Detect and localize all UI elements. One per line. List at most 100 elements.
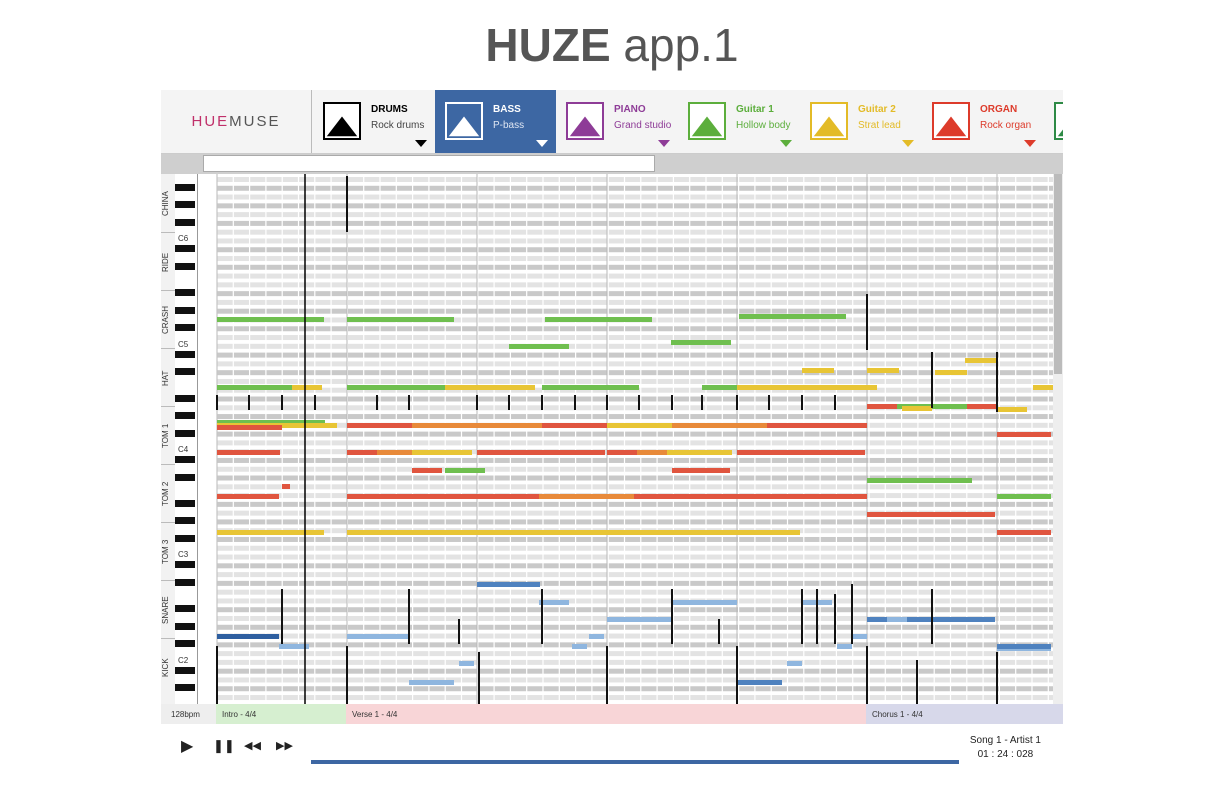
track-name: PIANO [614, 104, 646, 115]
track-menu-arrow-icon[interactable] [1024, 140, 1036, 147]
track-menu-arrow-icon[interactable] [780, 140, 792, 147]
note [607, 423, 672, 428]
note [542, 423, 637, 428]
track-organ[interactable]: ORGAN Rock organ [922, 90, 1044, 153]
note [767, 423, 867, 428]
black-key[interactable] [175, 561, 195, 569]
black-key[interactable] [175, 429, 195, 437]
track-partial[interactable] [1044, 90, 1063, 153]
note [545, 317, 652, 322]
fast-forward-icon[interactable]: ▶▶ [276, 740, 293, 752]
playback-progress-bar[interactable] [311, 760, 959, 764]
note-grid[interactable] [197, 174, 1053, 704]
grid-row [217, 589, 1053, 595]
black-key[interactable] [175, 534, 195, 542]
grid-row [217, 457, 1053, 463]
note [997, 530, 1051, 535]
black-key[interactable] [175, 183, 195, 191]
lane-label: TOM 1 [161, 423, 170, 449]
note [997, 494, 1051, 499]
note [445, 468, 485, 473]
octave-label: C5 [178, 339, 189, 349]
grid-row [217, 291, 1053, 297]
track-list: DRUMS Rock drums BASS P-bass PIANO Grand stud… [313, 90, 1063, 153]
black-key[interactable] [175, 684, 195, 692]
black-key[interactable] [175, 517, 195, 525]
black-key[interactable] [175, 473, 195, 481]
grid-row [217, 501, 1053, 507]
black-key[interactable] [175, 245, 195, 253]
black-key[interactable] [175, 368, 195, 376]
track-instrument: Grand studio [614, 120, 672, 131]
black-key[interactable] [175, 262, 195, 270]
black-key[interactable] [175, 350, 195, 358]
transport-controls: ▶ ❚❚ ◀◀ ▶▶ Song 1 - Artist 1 01 : 24 : 0… [161, 724, 1063, 764]
black-key[interactable] [175, 640, 195, 648]
vertical-scrollbar[interactable] [1053, 174, 1063, 704]
note [671, 340, 731, 345]
black-key[interactable] [175, 324, 195, 332]
grid-row [217, 519, 1053, 525]
black-key[interactable] [175, 394, 195, 402]
note [377, 450, 417, 455]
black-key[interactable] [175, 622, 195, 630]
grid-row [217, 633, 1053, 639]
lane-divider [161, 464, 175, 465]
track-bass[interactable]: BASS P-bass [435, 90, 556, 153]
track-menu-arrow-icon[interactable] [902, 140, 914, 147]
section-label: Verse 1 - 4/4 [352, 710, 398, 719]
track-thumbnail-icon [1054, 102, 1063, 140]
note [509, 344, 569, 349]
note [217, 494, 279, 499]
pause-icon[interactable]: ❚❚ [213, 738, 235, 753]
lane-label: HAT [161, 370, 170, 386]
note [1033, 385, 1053, 390]
note [672, 468, 730, 473]
grid-row [217, 264, 1053, 270]
grid-row [217, 343, 1053, 349]
note [217, 420, 325, 425]
black-key[interactable] [175, 218, 195, 226]
vertical-scroll-thumb[interactable] [1054, 174, 1062, 374]
grid-row [217, 387, 1053, 393]
note [409, 680, 454, 685]
horizontal-scroll-thumb[interactable] [203, 155, 655, 172]
track-menu-arrow-icon[interactable] [415, 140, 427, 147]
track-guitar-2[interactable]: Guitar 2 Strat lead [800, 90, 922, 153]
track-guitar-1[interactable]: Guitar 1 Hollow body [678, 90, 800, 153]
black-key[interactable] [175, 412, 195, 420]
play-icon[interactable]: ▶ [181, 738, 194, 755]
black-key[interactable] [175, 201, 195, 209]
grid-row [217, 370, 1053, 376]
horizontal-scrollbar[interactable] [161, 154, 1063, 174]
track-drums[interactable]: DRUMS Rock drums [313, 90, 435, 153]
grid-row [217, 466, 1053, 472]
track-menu-arrow-icon[interactable] [658, 140, 670, 147]
section-block[interactable]: Intro - 4/4 [216, 704, 346, 724]
grid-row [217, 220, 1053, 226]
track-menu-arrow-icon[interactable] [536, 140, 548, 147]
black-key[interactable] [175, 455, 195, 463]
track-piano[interactable]: PIANO Grand studio [556, 90, 678, 153]
black-key[interactable] [175, 578, 195, 586]
note [347, 494, 539, 499]
grid-row [217, 695, 1053, 701]
octave-label: C4 [178, 445, 189, 455]
section-block[interactable]: Chorus 1 - 4/4 [866, 704, 1063, 724]
black-key[interactable] [175, 605, 195, 613]
black-key[interactable] [175, 666, 195, 674]
grid-row [217, 554, 1053, 560]
note [997, 407, 1027, 412]
rewind-icon[interactable]: ◀◀ [244, 740, 261, 752]
grid-row [217, 308, 1053, 314]
black-key[interactable] [175, 289, 195, 297]
note [217, 634, 279, 639]
section-block[interactable]: Verse 1 - 4/4 [346, 704, 866, 724]
note [347, 317, 454, 322]
black-key[interactable] [175, 306, 195, 314]
piano-keyboard[interactable]: C6 C5 C4 C3 C2 [175, 174, 198, 704]
black-key[interactable] [175, 499, 195, 507]
octave-label: C3 [178, 550, 189, 560]
note [347, 423, 412, 428]
grid-row [217, 686, 1053, 692]
